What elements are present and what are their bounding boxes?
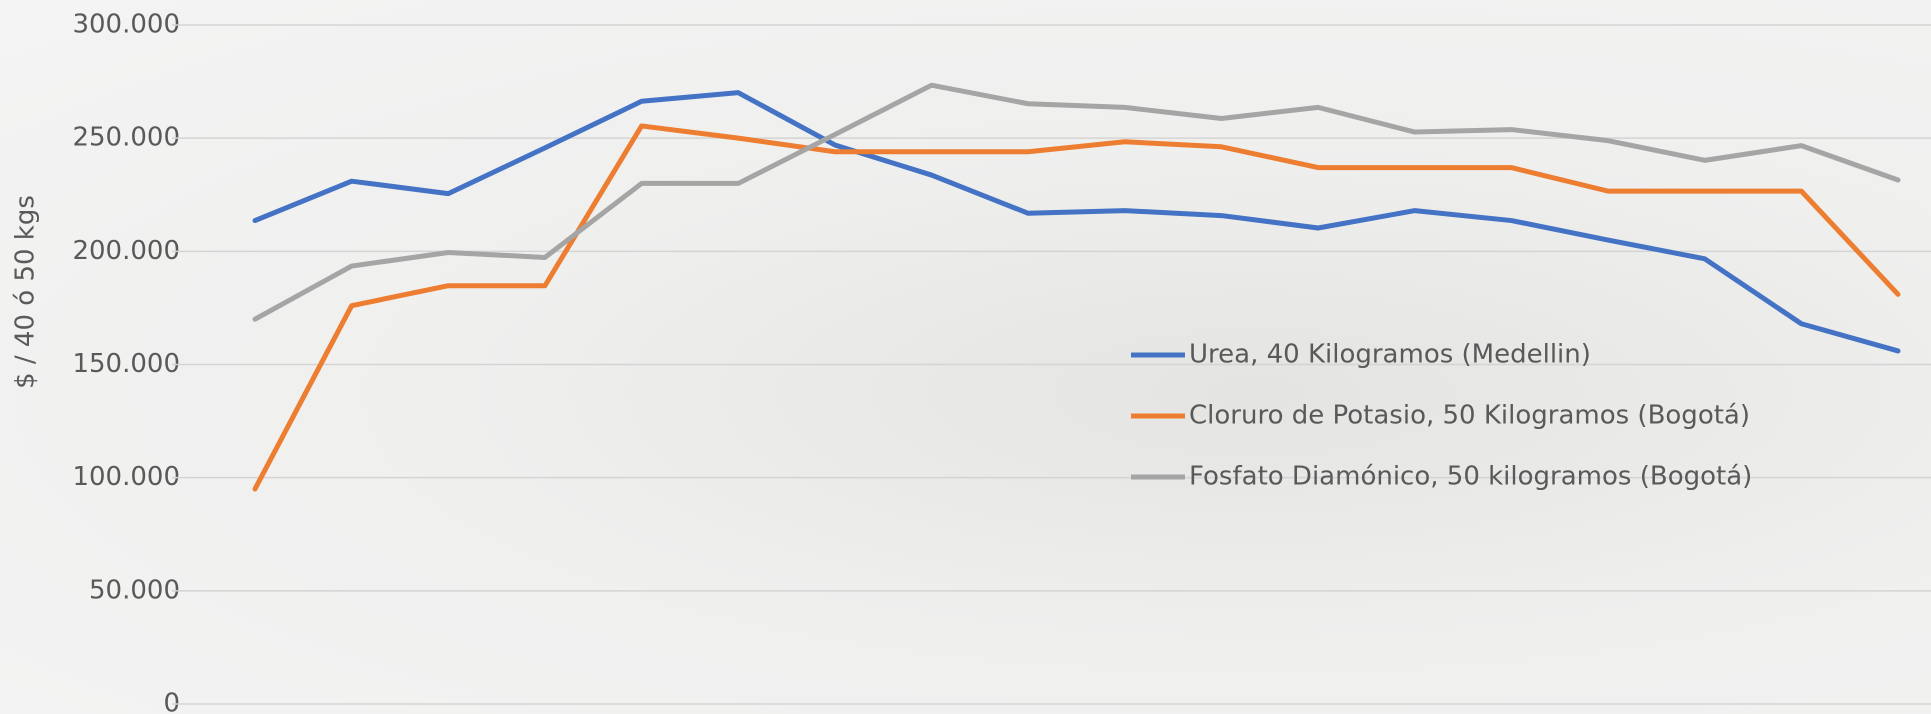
legend-label: Cloruro de Potasio, 50 Kilogramos (Bogot… xyxy=(1189,401,1750,431)
legend-label: Fosfato Diamónico, 50 kilogramos (Bogotá… xyxy=(1189,462,1752,492)
legend-label: Urea, 40 Kilogramos (Medellin) xyxy=(1189,340,1591,370)
y-tick-label: 200.000 xyxy=(72,236,180,266)
y-tick-label: 300.000 xyxy=(72,10,180,40)
series-line xyxy=(252,82,1901,322)
series-line xyxy=(252,123,1901,492)
y-axis-label: $ / 40 ó 50 kgs xyxy=(11,195,41,389)
y-tick-label: 150.000 xyxy=(72,349,180,379)
y-tick-label: 50.000 xyxy=(89,575,180,605)
y-tick-label: 0 xyxy=(163,689,180,714)
y-tick-label: 250.000 xyxy=(72,123,180,153)
series-line xyxy=(252,90,1901,354)
y-tick-label: 100.000 xyxy=(72,462,180,492)
